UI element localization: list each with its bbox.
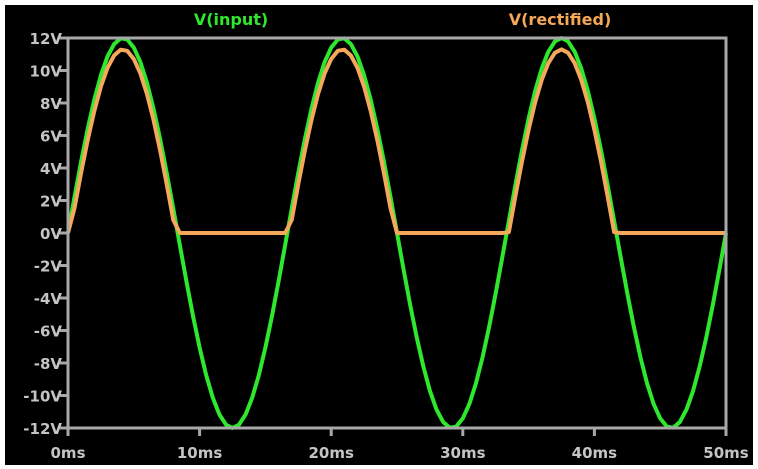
- y-tick-label: 2V: [40, 193, 62, 211]
- x-tick-label: 20ms: [308, 444, 354, 462]
- y-tick-label: -2V: [34, 258, 63, 276]
- x-tick-label: 0ms: [51, 444, 86, 462]
- y-tick-label: -12V: [23, 420, 62, 438]
- x-tick-label: 40ms: [572, 444, 618, 462]
- series-line-v-rectified: [66, 47, 726, 235]
- x-tick-label: 30ms: [440, 444, 486, 462]
- legend-v-input[interactable]: V(input): [194, 10, 268, 29]
- y-tick-label: -4V: [34, 290, 63, 308]
- y-tick-label: 10V: [30, 63, 63, 81]
- x-tick-label: 50ms: [703, 444, 749, 462]
- legend-v-rectified[interactable]: V(rectified): [509, 10, 612, 29]
- x-tick-label: 10ms: [177, 444, 223, 462]
- y-tick-label: 6V: [40, 128, 62, 146]
- y-tick-label: 8V: [40, 95, 62, 113]
- plot-frame: [66, 36, 728, 430]
- y-tick-label: -8V: [34, 355, 63, 373]
- y-tick-label: 4V: [40, 160, 62, 178]
- y-tick-label: -6V: [34, 323, 63, 341]
- y-tick-label: -10V: [23, 388, 62, 406]
- y-tick-label: 12V: [30, 30, 63, 48]
- y-tick-label: 0V: [40, 225, 62, 243]
